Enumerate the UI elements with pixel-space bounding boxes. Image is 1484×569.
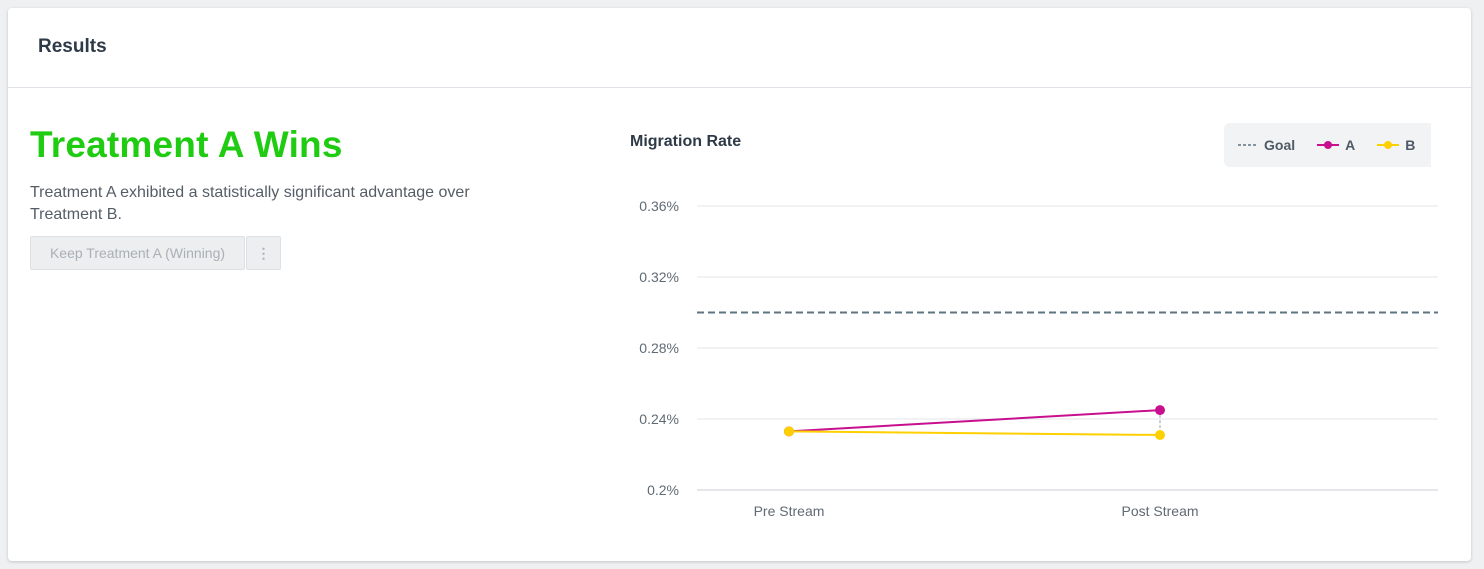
card-header: Results: [8, 8, 1471, 88]
winner-description: Treatment A exhibited a statistically si…: [30, 184, 470, 223]
y-tick-label: 0.2%: [647, 482, 679, 498]
series-b-legend-icon: [1377, 141, 1400, 149]
action-button-group: Keep Treatment A (Winning) ⋮: [30, 236, 500, 270]
goal-legend-icon: [1238, 144, 1258, 146]
series-b-line: [788, 430, 1161, 436]
series-a-point: [1155, 405, 1165, 416]
series-a-legend-icon: [1317, 141, 1340, 149]
y-tick-label: 0.36%: [639, 198, 679, 214]
legend-label-a: A: [1345, 137, 1356, 153]
result-summary: Treatment A Wins Treatment A exhibited a…: [30, 124, 500, 270]
y-tick-label: 0.24%: [639, 411, 679, 427]
winner-title: Treatment A Wins: [30, 124, 343, 165]
series-a-line: [788, 409, 1161, 433]
y-tick-label: 0.28%: [639, 340, 679, 356]
series-b-point: [784, 426, 794, 437]
results-card: Results: [8, 8, 1471, 561]
y-tick-label: 0.32%: [639, 269, 679, 285]
more-options-button[interactable]: ⋮: [246, 236, 281, 270]
card-title: Results: [38, 36, 107, 57]
series-b-point: [1155, 429, 1165, 440]
legend-item-goal[interactable]: Goal: [1238, 137, 1295, 153]
x-tick-label: Post Stream: [1121, 503, 1198, 519]
legend-label-goal: Goal: [1264, 137, 1296, 153]
x-tick-label: Pre Stream: [754, 503, 825, 519]
legend-item-b[interactable]: B: [1377, 137, 1415, 153]
chart-title: Migration Rate: [630, 133, 742, 150]
legend-item-a[interactable]: A: [1317, 137, 1355, 153]
legend-label-b: B: [1405, 137, 1416, 153]
chart-legend: Goal A B: [1224, 123, 1431, 167]
keep-treatment-button[interactable]: Keep Treatment A (Winning): [30, 236, 245, 270]
